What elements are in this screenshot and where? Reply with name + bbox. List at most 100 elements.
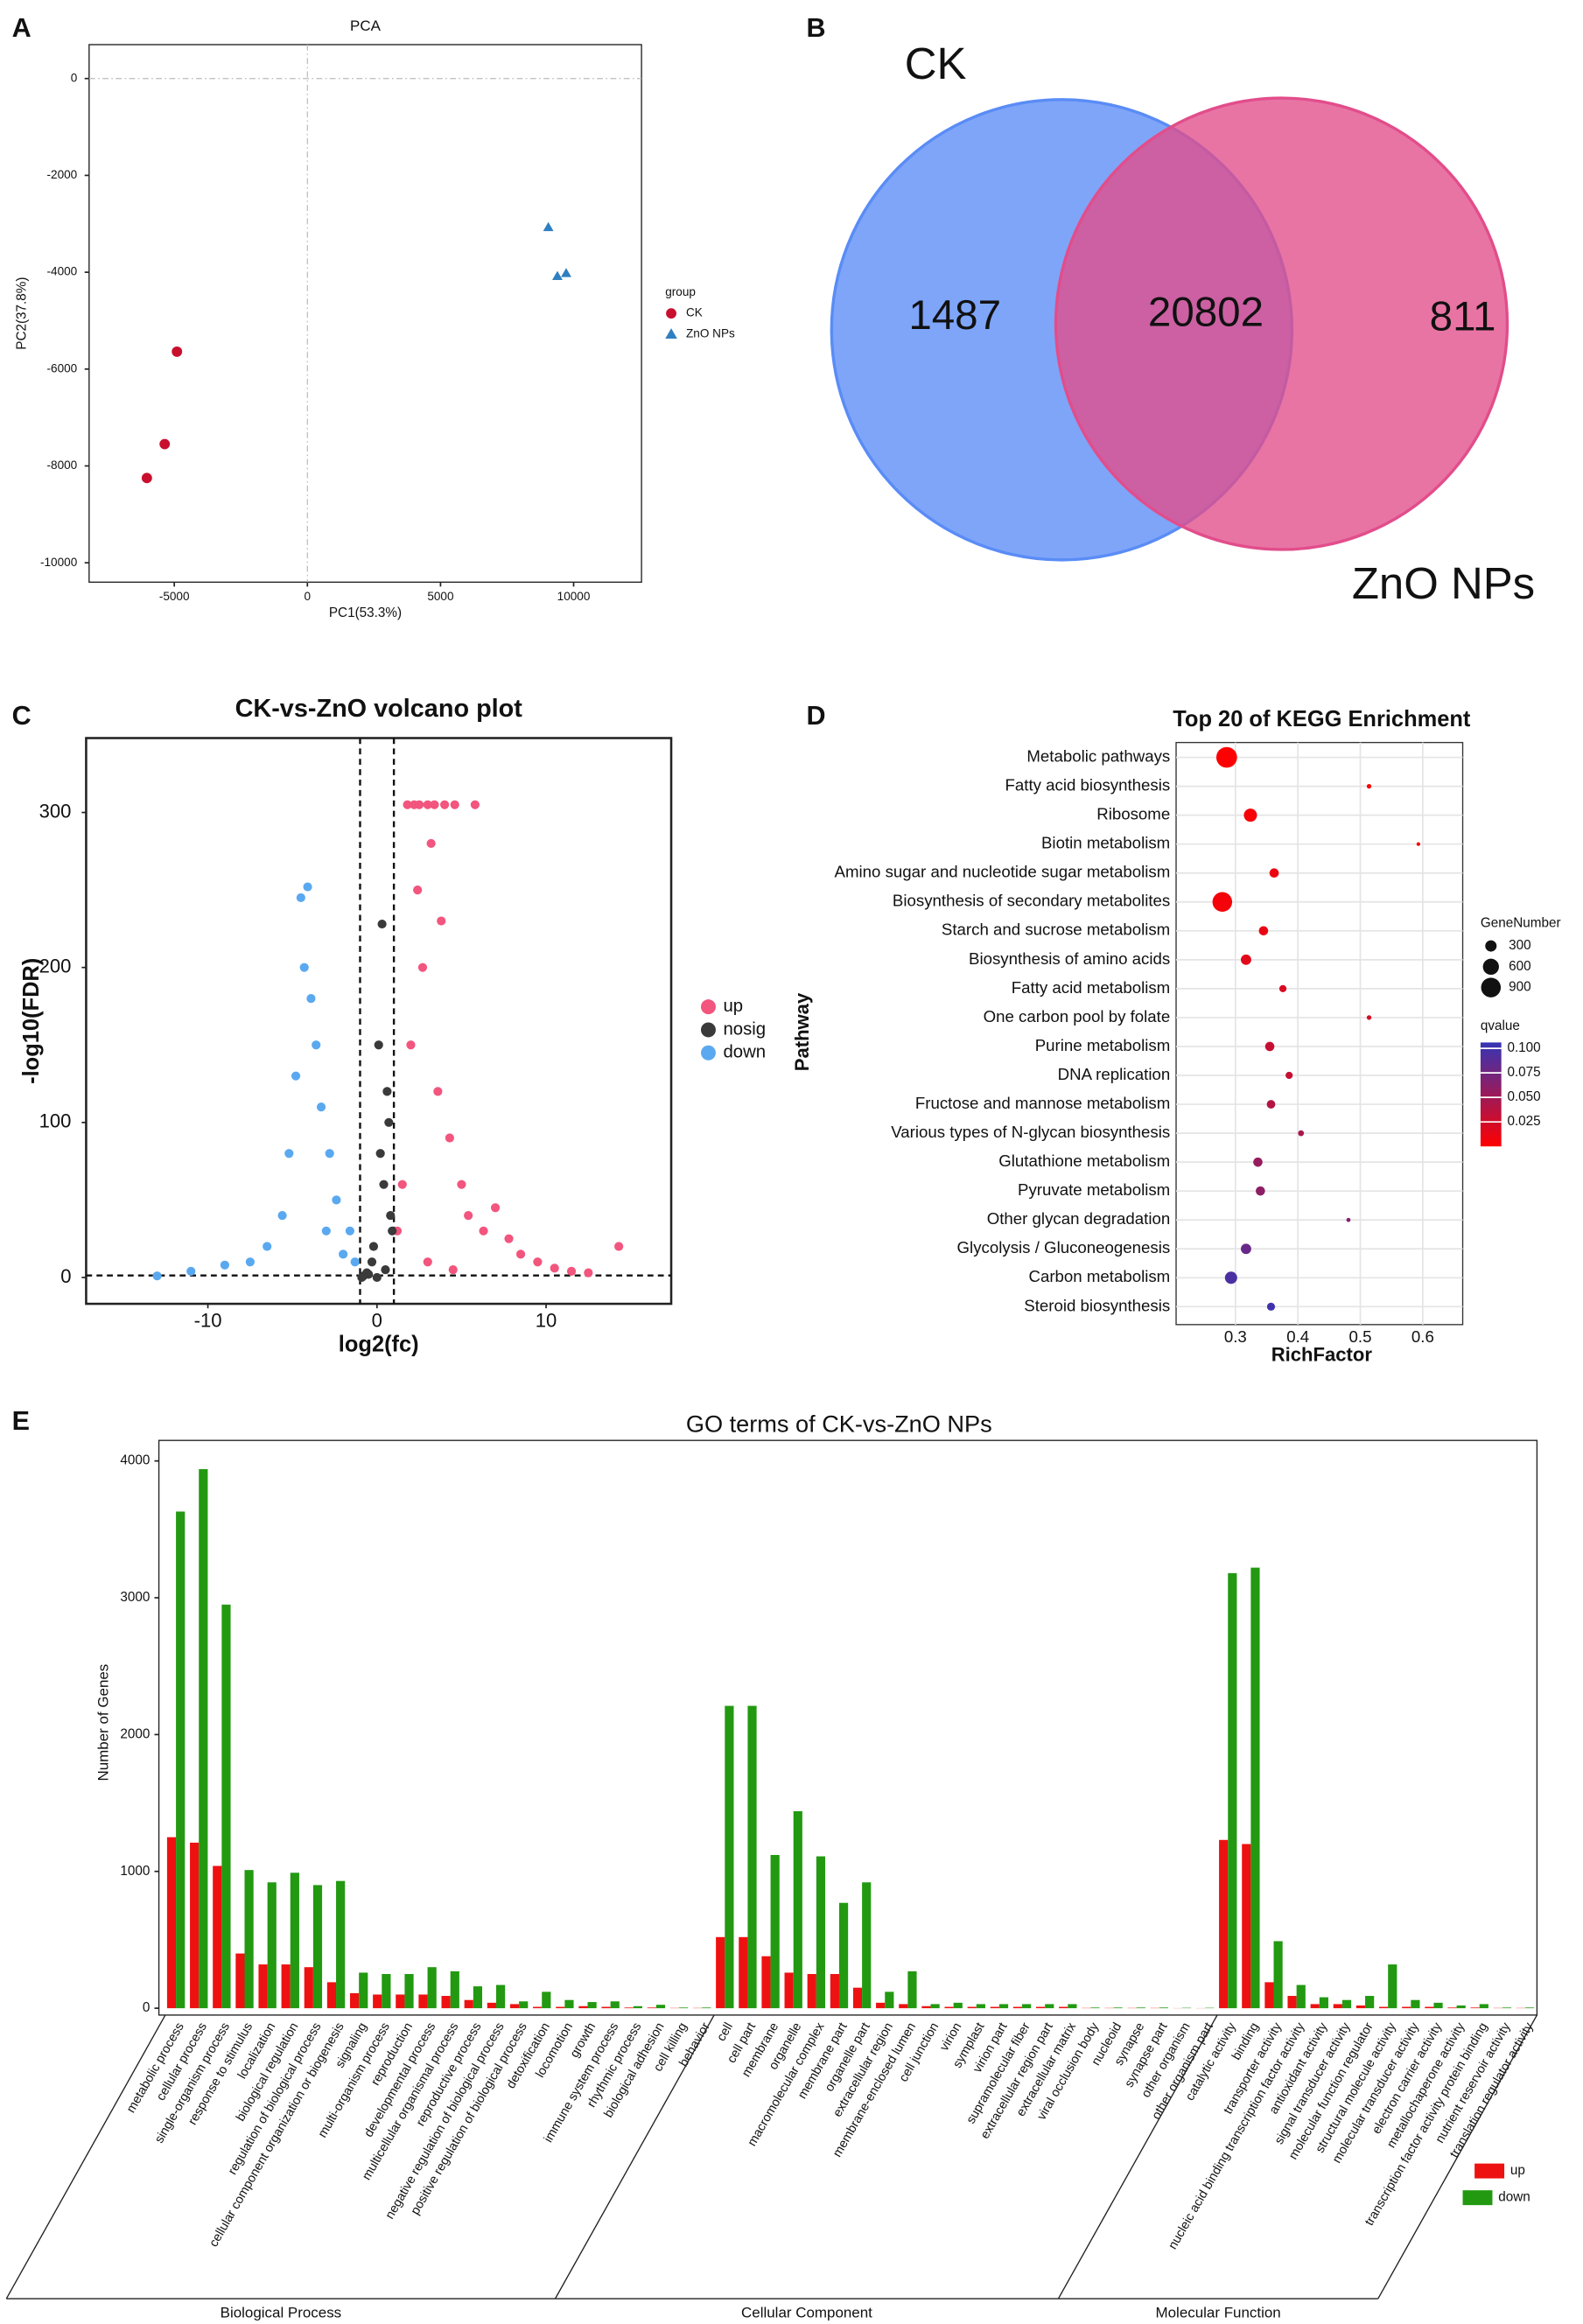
y-axis-label: Pathway <box>791 992 813 1071</box>
bar <box>1425 2006 1434 2009</box>
point <box>374 1040 383 1050</box>
bar <box>418 1994 428 2009</box>
bar <box>702 2007 711 2009</box>
bar <box>1090 2007 1100 2009</box>
point <box>515 1250 526 1259</box>
bubble <box>1366 783 1372 789</box>
point <box>377 919 387 929</box>
x-tick-label: 0 <box>305 590 312 603</box>
point <box>417 962 428 972</box>
bar <box>1273 1941 1283 2009</box>
bar <box>1159 2007 1169 2009</box>
category-label: Amino sugar and nucleotide sugar metabol… <box>835 863 1171 881</box>
point <box>403 800 412 809</box>
x-tick-label: 0.6 <box>1411 1327 1434 1346</box>
bar <box>312 1885 323 2009</box>
point <box>470 800 480 809</box>
venn-set <box>1054 96 1509 551</box>
legend-swatch <box>1474 2163 1505 2179</box>
point <box>437 916 446 926</box>
bar <box>349 1992 360 2009</box>
category-label: Pyruvate metabolism <box>1018 1180 1170 1199</box>
bar <box>373 1994 382 2009</box>
size-legend-swatch <box>1485 940 1497 952</box>
x-tick-label: -10 <box>194 1309 222 1331</box>
bar <box>213 1866 222 2009</box>
bubble <box>1346 1217 1351 1222</box>
y-tick-label: 0 <box>71 71 78 84</box>
point <box>357 1272 367 1283</box>
bar <box>556 2006 565 2009</box>
y-tick-label: -6000 <box>47 361 78 374</box>
point <box>245 1257 255 1267</box>
bar <box>281 1964 291 2009</box>
point <box>423 1257 432 1267</box>
legend-swatch <box>700 999 716 1015</box>
group-label: Cellular Component <box>741 2305 872 2321</box>
group-label: Molecular Function <box>1156 2305 1281 2321</box>
bar <box>725 1705 734 2009</box>
bar <box>1296 1984 1306 2009</box>
category-label: DNA replication <box>1058 1065 1171 1083</box>
bar <box>770 1854 780 2009</box>
point <box>543 221 554 232</box>
bar <box>404 1974 414 2009</box>
point <box>277 1211 287 1221</box>
point <box>433 1087 443 1096</box>
bubble <box>1285 1071 1293 1080</box>
x-axis-label: log2(fc) <box>339 1332 419 1356</box>
legend-label: down <box>723 1043 766 1062</box>
bar <box>784 1972 794 2009</box>
size-legend-swatch <box>1482 958 1499 976</box>
bar <box>190 1842 200 2009</box>
point <box>550 1264 559 1273</box>
bar <box>739 1936 748 2009</box>
bar <box>359 1972 368 2009</box>
bar <box>601 2006 611 2009</box>
plot-frame <box>1175 741 1464 1326</box>
size-legend-label: 300 <box>1509 938 1530 953</box>
point <box>220 1260 229 1270</box>
point <box>381 1265 390 1275</box>
bar <box>495 1984 506 2009</box>
category-label: Fructose and mannose metabolism <box>915 1094 1170 1112</box>
category-label: Biosynthesis of secondary metabolites <box>893 892 1170 910</box>
bar <box>1319 1997 1328 2009</box>
bar <box>1524 2007 1535 2009</box>
bar <box>1447 2007 1457 2009</box>
point <box>296 892 305 903</box>
bubble <box>1256 1186 1265 1196</box>
bar <box>793 1810 802 2009</box>
chart-title: CK-vs-ZnO volcano plot <box>235 695 523 723</box>
bubble <box>1298 1130 1305 1137</box>
point <box>368 1242 379 1251</box>
bar <box>509 2004 520 2009</box>
legend-label: up <box>1510 2163 1525 2178</box>
bar <box>1333 2004 1342 2009</box>
point <box>367 1257 377 1267</box>
bar <box>1059 2006 1068 2009</box>
bar <box>1479 2004 1488 2009</box>
point <box>384 1117 394 1127</box>
bar <box>633 2006 642 2009</box>
bubble <box>1243 808 1257 822</box>
point <box>445 1133 454 1143</box>
size-legend-title: GeneNumber <box>1481 916 1561 931</box>
chart-title: GO terms of CK-vs-ZnO NPs <box>686 1410 992 1437</box>
group-bracket <box>1057 2014 1218 2300</box>
point <box>375 1149 385 1158</box>
point <box>386 1211 396 1221</box>
bar <box>1456 2005 1466 2009</box>
bubble <box>1224 1271 1237 1284</box>
venn-count: 811 <box>1430 294 1496 340</box>
point <box>490 1203 501 1213</box>
bar <box>716 1936 725 2009</box>
y-tick-label: 3000 <box>120 1590 150 1605</box>
bar <box>487 2002 496 2009</box>
category-label: Glycolysis / Gluconeogenesis <box>957 1238 1171 1256</box>
bubble <box>1278 984 1287 993</box>
legend-label: up <box>723 997 743 1016</box>
point <box>566 1266 577 1276</box>
